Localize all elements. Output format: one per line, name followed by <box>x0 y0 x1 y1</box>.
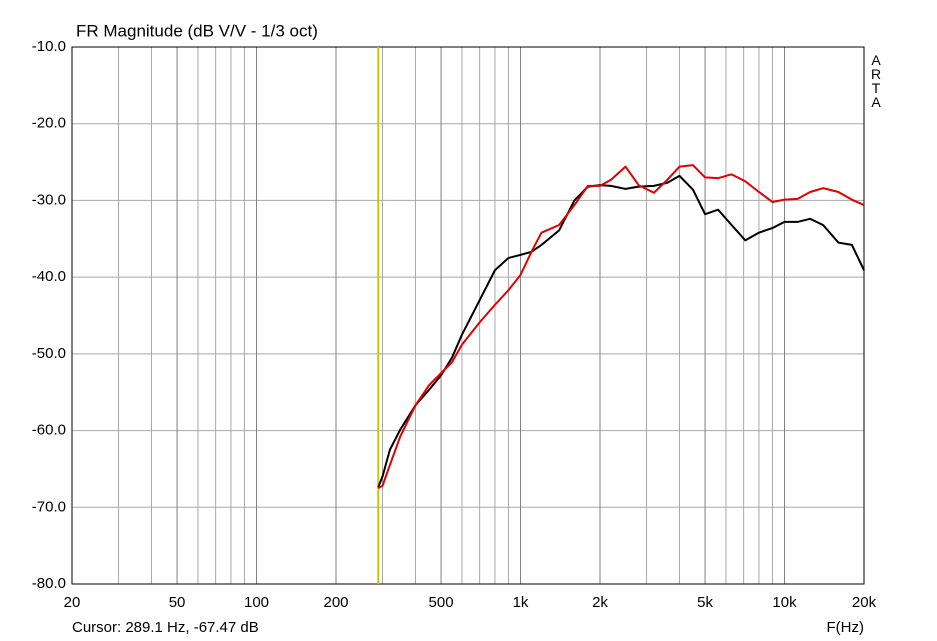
x-tick-label: 10k <box>772 594 797 611</box>
series-line <box>377 164 865 489</box>
series-line <box>377 174 865 488</box>
y-tick-label: -50.0 <box>32 345 66 362</box>
x-tick-label: 1k <box>513 594 529 611</box>
y-tick-label: -70.0 <box>32 498 66 515</box>
chart-title: FR Magnitude (dB V/V - 1/3 oct) <box>76 21 318 40</box>
y-tick-label: -30.0 <box>32 191 66 208</box>
x-tick-label: 20 <box>64 594 81 611</box>
y-tick-label: -80.0 <box>32 575 66 592</box>
x-tick-label: 500 <box>429 594 454 611</box>
x-tick-label: 20k <box>852 594 877 611</box>
y-tick-label: -60.0 <box>32 422 66 439</box>
y-tick-label: -20.0 <box>32 115 66 132</box>
cursor-readout: Cursor: 289.1 Hz, -67.47 dB <box>72 619 259 636</box>
side-label: ARTA <box>868 52 884 108</box>
x-axis-label: F(Hz) <box>827 619 865 636</box>
x-tick-label: 50 <box>169 594 186 611</box>
y-tick-label: -40.0 <box>32 268 66 285</box>
y-tick-label: -10.0 <box>32 38 66 55</box>
x-tick-label: 200 <box>323 594 348 611</box>
x-tick-label: 100 <box>244 594 269 611</box>
x-tick-label: 5k <box>697 594 713 611</box>
x-tick-label: 2k <box>592 594 608 611</box>
plot-frame <box>71 46 865 585</box>
